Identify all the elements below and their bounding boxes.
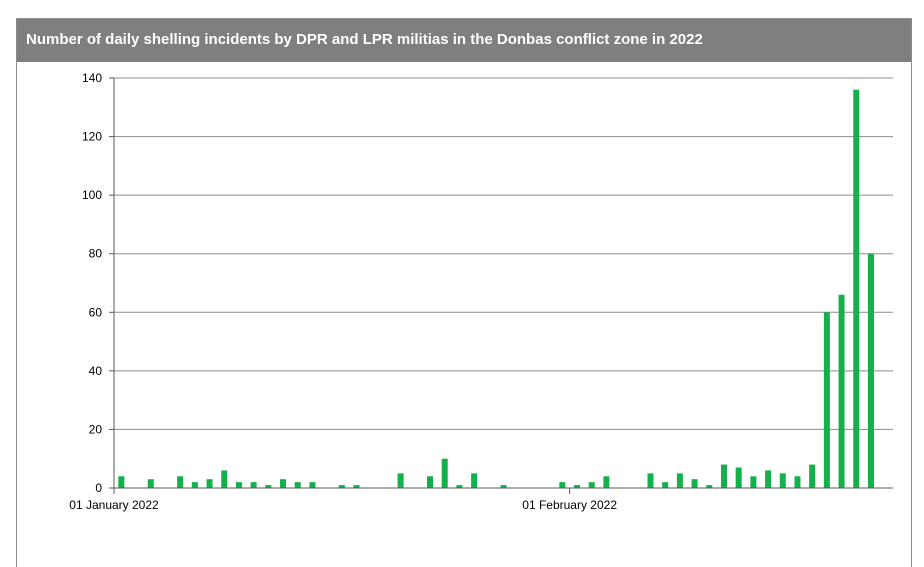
- bar: [765, 470, 772, 488]
- bar: [441, 458, 448, 488]
- bar-series: [118, 89, 874, 489]
- x-tick-label: 01 February 2022: [522, 498, 617, 512]
- bar: [471, 473, 478, 488]
- bar: [750, 476, 757, 488]
- bar: [794, 476, 801, 488]
- bar: [838, 294, 845, 488]
- bar: [691, 479, 698, 488]
- bar: [735, 467, 742, 488]
- bar: [559, 482, 566, 488]
- bar: [280, 479, 287, 488]
- y-tick-label: 40: [89, 364, 103, 378]
- bar: [221, 470, 228, 488]
- bar: [779, 473, 786, 488]
- bar: [706, 485, 713, 488]
- bar: [265, 485, 272, 488]
- y-tick-label: 120: [82, 130, 102, 144]
- bar: [147, 479, 154, 488]
- bar: [338, 485, 345, 488]
- bar: [647, 473, 654, 488]
- bar: [867, 253, 874, 488]
- bar: [720, 464, 727, 488]
- bar: [427, 476, 434, 488]
- y-tick-label: 20: [89, 422, 103, 436]
- bar: [118, 476, 125, 488]
- bar: [456, 485, 463, 488]
- bar: [676, 473, 683, 488]
- bar: [809, 464, 816, 488]
- bar: [309, 482, 316, 488]
- bar: [206, 479, 213, 488]
- gridlines: [114, 77, 893, 430]
- bar: [294, 482, 301, 488]
- bar: [397, 473, 404, 488]
- bar: [662, 482, 669, 488]
- chart-title-bar: Number of daily shelling incidents by DP…: [17, 19, 911, 62]
- axes: [109, 77, 893, 494]
- bar: [235, 482, 242, 488]
- bar: [603, 476, 610, 488]
- y-tick-label: 0: [95, 481, 102, 495]
- bar: [177, 476, 184, 488]
- bar: [853, 89, 860, 489]
- bar: [191, 482, 198, 488]
- y-tick-label: 60: [89, 305, 103, 319]
- bar: [823, 312, 830, 488]
- tick-labels: 0 20 40 60 80 100 120 140 01 January 2022 01 Febr…: [69, 71, 617, 512]
- bar: [250, 482, 257, 488]
- bar: [353, 485, 360, 488]
- y-tick-label: 100: [82, 188, 102, 202]
- x-tick-label: 01 January 2022: [69, 498, 159, 512]
- bar: [588, 482, 595, 488]
- bar: [500, 485, 507, 488]
- y-tick-label: 140: [82, 71, 102, 85]
- bar: [573, 485, 580, 488]
- chart-title: Number of daily shelling incidents by DP…: [26, 31, 703, 48]
- chart-frame: Number of daily shelling incidents by DP…: [16, 18, 912, 567]
- y-tick-label: 80: [89, 247, 103, 261]
